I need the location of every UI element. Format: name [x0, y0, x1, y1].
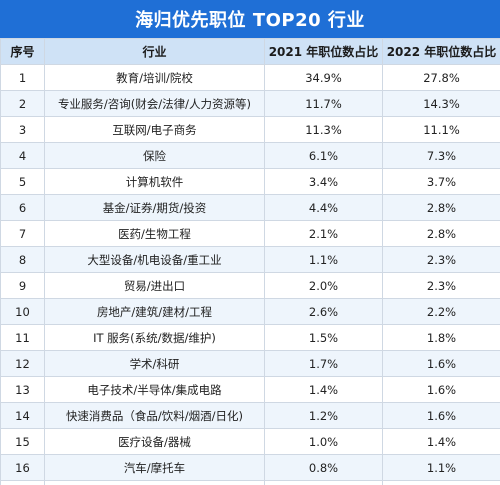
cell-industry: 大型设备/机电设备/重工业	[44, 246, 265, 273]
table-row: 15 医疗设备/器械 1.0% 1.4%	[0, 428, 500, 455]
cell-2022-share: 1.4%	[382, 428, 500, 455]
cell-rank: 1	[0, 64, 45, 91]
cell-2022-share: 2.8%	[382, 194, 500, 221]
header-industry: 行业	[44, 38, 265, 65]
cell-rank: 7	[0, 220, 45, 247]
table-row: 2 专业服务/咨询(财会/法律/人力资源等) 11.7% 14.3%	[0, 90, 500, 117]
table-row: 6 基金/证券/期货/投资 4.4% 2.8%	[0, 194, 500, 221]
cell-2021-share: 34.9%	[264, 64, 383, 91]
cell-2021-share: 1.1%	[264, 246, 383, 273]
cell-2022-share: 14.3%	[382, 90, 500, 117]
table-row: 17新能源/电气/电力0.6%1.1%	[0, 480, 500, 485]
cell-industry: 教育/培训/院校	[44, 64, 265, 91]
cell-2021-share: 2.6%	[264, 298, 383, 325]
cell-rank: 5	[0, 168, 45, 195]
cell-2021-share: 1.0%	[264, 428, 383, 455]
cell-rank: 8	[0, 246, 45, 273]
cell-industry: 电子技术/半导体/集成电路	[44, 376, 265, 403]
cell-industry: 汽车/摩托车	[44, 454, 265, 481]
table-row: 9 贸易/进出口 2.0% 2.3%	[0, 272, 500, 299]
table-row: 11 IT 服务(系统/数据/维护) 1.5% 1.8%	[0, 324, 500, 351]
header-2022-share: 2022 年职位数占比	[382, 38, 500, 65]
table-row: 10 房地产/建筑/建材/工程 2.6% 2.2%	[0, 298, 500, 325]
cell-2022-share: 1.1%	[382, 454, 500, 481]
cell-industry: 贸易/进出口	[44, 272, 265, 299]
cell-industry: 基金/证券/期货/投资	[44, 194, 265, 221]
cell-2022-share: 1.8%	[382, 324, 500, 351]
table-row: 8 大型设备/机电设备/重工业 1.1% 2.3%	[0, 246, 500, 273]
cell-rank: 17	[0, 480, 45, 485]
table-row: 12 学术/科研 1.7% 1.6%	[0, 350, 500, 377]
cell-2021-share: 2.1%	[264, 220, 383, 247]
table-row: 7 医药/生物工程 2.1% 2.8%	[0, 220, 500, 247]
table-row: 4 保险 6.1% 7.3%	[0, 142, 500, 169]
cell-rank: 15	[0, 428, 45, 455]
cell-industry: IT 服务(系统/数据/维护)	[44, 324, 265, 351]
table-row: 3 互联网/电子商务 11.3% 11.1%	[0, 116, 500, 143]
cell-2022-share: 1.6%	[382, 402, 500, 429]
cell-2022-share: 2.2%	[382, 298, 500, 325]
cell-2021-share: 1.7%	[264, 350, 383, 377]
cell-industry: 医疗设备/器械	[44, 428, 265, 455]
cell-2021-share: 0.6%	[264, 480, 383, 485]
cell-rank: 4	[0, 142, 45, 169]
table-header-row: 序号 行业 2021 年职位数占比 2022 年职位数占比	[0, 38, 500, 65]
cell-2021-share: 1.2%	[264, 402, 383, 429]
table-row: 13 电子技术/半导体/集成电路 1.4% 1.6%	[0, 376, 500, 403]
cell-2022-share: 3.7%	[382, 168, 500, 195]
cell-2021-share: 11.7%	[264, 90, 383, 117]
cell-industry: 学术/科研	[44, 350, 265, 377]
cell-industry: 计算机软件	[44, 168, 265, 195]
cell-rank: 10	[0, 298, 45, 325]
cell-2021-share: 1.5%	[264, 324, 383, 351]
cell-2022-share: 11.1%	[382, 116, 500, 143]
cell-2022-share: 7.3%	[382, 142, 500, 169]
cell-2021-share: 2.0%	[264, 272, 383, 299]
cell-2021-share: 0.8%	[264, 454, 383, 481]
cell-2022-share: 2.3%	[382, 246, 500, 273]
cell-rank: 14	[0, 402, 45, 429]
cell-2021-share: 4.4%	[264, 194, 383, 221]
cell-rank: 2	[0, 90, 45, 117]
cell-2022-share: 1.6%	[382, 376, 500, 403]
industry-table: 序号 行业 2021 年职位数占比 2022 年职位数占比 1 教育/培训/院校 3…	[0, 38, 500, 485]
cell-industry: 专业服务/咨询(财会/法律/人力资源等)	[44, 90, 265, 117]
cell-industry: 互联网/电子商务	[44, 116, 265, 143]
cell-rank: 12	[0, 350, 45, 377]
cell-2022-share: 2.8%	[382, 220, 500, 247]
cell-2022-share: 1.1%	[382, 480, 500, 485]
header-rank: 序号	[0, 38, 45, 65]
cell-industry: 房地产/建筑/建材/工程	[44, 298, 265, 325]
cell-2022-share: 1.6%	[382, 350, 500, 377]
table-row: 5 计算机软件 3.4% 3.7%	[0, 168, 500, 195]
cell-industry: 快速消费品（食品/饮料/烟酒/日化)	[44, 402, 265, 429]
cell-2021-share: 11.3%	[264, 116, 383, 143]
table-row: 1 教育/培训/院校 34.9% 27.8%	[0, 64, 500, 91]
cell-rank: 16	[0, 454, 45, 481]
cell-rank: 9	[0, 272, 45, 299]
page-title: 海归优先职位 TOP20 行业	[0, 0, 500, 38]
cell-2021-share: 6.1%	[264, 142, 383, 169]
cell-rank: 3	[0, 116, 45, 143]
cell-industry: 医药/生物工程	[44, 220, 265, 247]
cell-2022-share: 27.8%	[382, 64, 500, 91]
header-2021-share: 2021 年职位数占比	[264, 38, 383, 65]
cell-industry: 保险	[44, 142, 265, 169]
cell-2021-share: 3.4%	[264, 168, 383, 195]
cell-2021-share: 1.4%	[264, 376, 383, 403]
cell-rank: 11	[0, 324, 45, 351]
table-body: 1 教育/培训/院校 34.9% 27.8% 2 专业服务/咨询(财会/法律/人力资源等)…	[0, 64, 500, 485]
cell-rank: 13	[0, 376, 45, 403]
table-row: 14 快速消费品（食品/饮料/烟酒/日化) 1.2% 1.6%	[0, 402, 500, 429]
cell-industry: 新能源/电气/电力	[44, 480, 265, 485]
cell-2022-share: 2.3%	[382, 272, 500, 299]
table-row: 16 汽车/摩托车 0.8% 1.1%	[0, 454, 500, 481]
cell-rank: 6	[0, 194, 45, 221]
